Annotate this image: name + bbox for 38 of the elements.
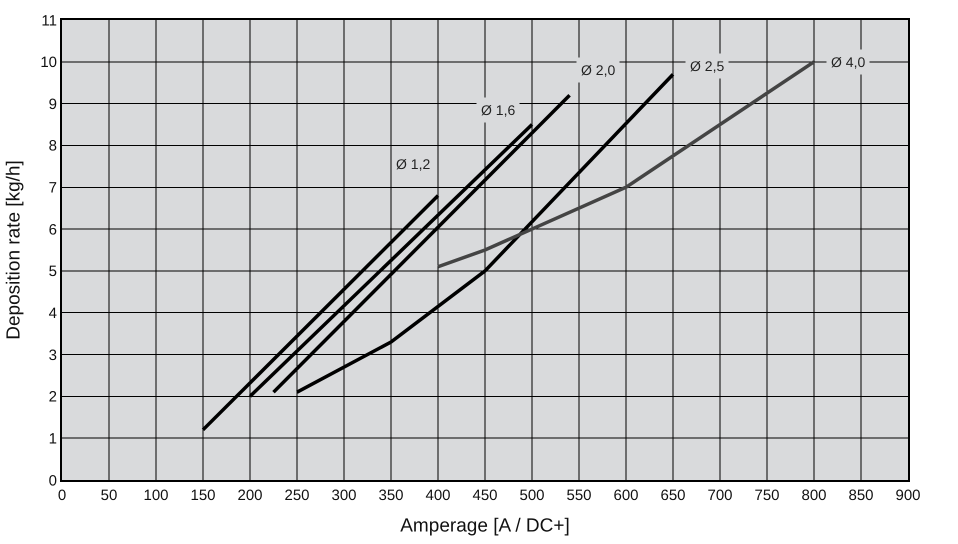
- y-tick-label: 6: [48, 221, 57, 238]
- y-tick-label: 2: [48, 388, 57, 406]
- x-tick-label: 200: [237, 487, 263, 504]
- series-label: Ø 4,0: [831, 54, 866, 70]
- x-tick-label: 100: [143, 487, 169, 504]
- y-axis-title: Deposition rate [kg/h]: [4, 160, 25, 340]
- x-axis-title: Amperage [A / DC+]: [400, 515, 570, 536]
- x-tick-label: 550: [566, 487, 592, 504]
- y-tick-label: 4: [48, 304, 57, 322]
- x-tick-label: 500: [519, 487, 545, 504]
- x-tick-label: 300: [331, 487, 357, 504]
- line-series: [436, 60, 816, 268]
- series-label: Ø 1,6: [481, 102, 516, 118]
- x-tick-label: 900: [895, 487, 921, 504]
- y-tick-label: 5: [48, 263, 57, 280]
- x-tick-label: 400: [425, 487, 451, 504]
- y-tick-label: 7: [48, 180, 57, 197]
- x-tick-label: 750: [754, 487, 780, 504]
- x-tick-label: 250: [284, 487, 310, 504]
- x-tick-label: 650: [660, 487, 686, 504]
- x-tick-label: 450: [472, 487, 498, 504]
- y-tick-label: 3: [48, 346, 57, 364]
- y-tick-label: 0: [48, 472, 57, 490]
- series-label: Ø 1,2: [396, 156, 430, 172]
- y-tick-label: 11: [41, 12, 57, 30]
- series-label: Ø 2,0: [581, 62, 616, 78]
- x-tick-label: 150: [190, 487, 216, 504]
- x-tick-label: 50: [100, 487, 118, 504]
- x-tick-label: 800: [801, 487, 827, 504]
- y-tick-label: 8: [48, 138, 57, 155]
- y-tick-label: 1: [48, 430, 57, 448]
- series-label: Ø 2,5: [690, 58, 724, 74]
- y-tick-label: 9: [48, 96, 57, 113]
- x-tick-label: 600: [613, 487, 639, 504]
- x-tick-label: 350: [378, 487, 404, 504]
- x-tick-label: 700: [707, 487, 733, 504]
- y-tick-label: 10: [40, 54, 57, 72]
- x-tick-label: 850: [848, 487, 874, 504]
